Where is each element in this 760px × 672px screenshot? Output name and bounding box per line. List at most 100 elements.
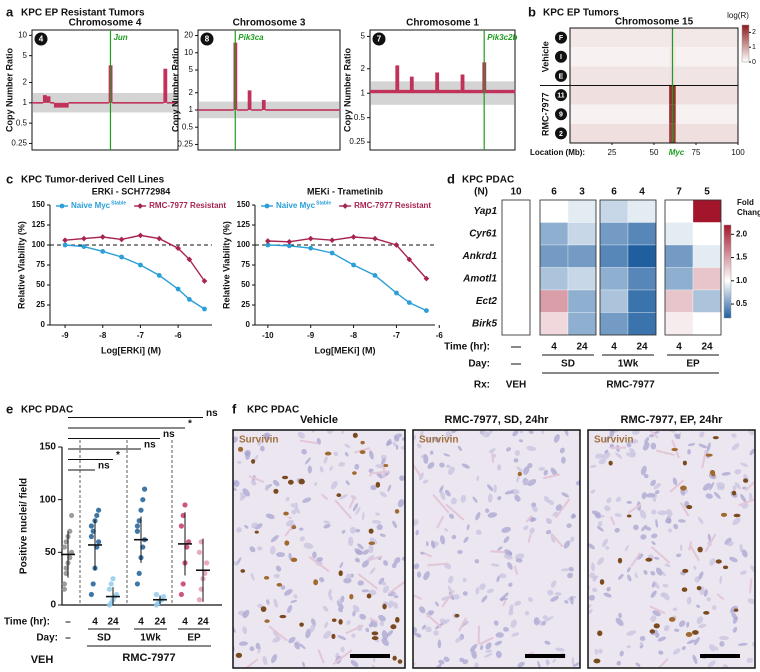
stroma-fiber (341, 430, 345, 435)
nucleus (262, 656, 268, 666)
nucleus (475, 587, 480, 595)
time-value: 24 (107, 617, 119, 628)
legend-label: Naive Myc (71, 201, 111, 210)
nucleus (543, 495, 550, 503)
stroma-fiber (388, 581, 405, 595)
colorbar-label: Fold (737, 198, 754, 207)
nucleus (606, 586, 611, 592)
data-point (186, 539, 192, 545)
stroma-fiber (371, 664, 377, 668)
nucleus (438, 659, 445, 665)
heat-cell (692, 222, 722, 246)
gene-label: Pik3c2b (487, 33, 517, 42)
image-frame (587, 429, 756, 669)
data-point (62, 242, 68, 248)
colorbar (723, 224, 732, 319)
nucleus (351, 633, 356, 638)
nucleus (459, 657, 465, 663)
nucleus (707, 660, 716, 668)
nucleus (475, 511, 481, 521)
legend-label: Naive Myc (276, 201, 316, 210)
time-value: 24 (701, 342, 713, 353)
nucleus (345, 480, 350, 486)
nucleus (619, 650, 624, 657)
nucleus (510, 488, 520, 495)
nucleus (265, 435, 271, 440)
row-badge (555, 89, 567, 102)
nucleus (336, 599, 343, 605)
data-point (178, 591, 184, 598)
data-point (372, 273, 378, 278)
data-point (110, 576, 116, 582)
stroma-fiber (716, 593, 725, 601)
nucleus (588, 609, 593, 614)
data-point (61, 581, 67, 587)
copy-ratio-bin (460, 74, 465, 94)
legend-label: RMC-7977 Resistant (149, 201, 226, 210)
legend-marker (59, 203, 65, 209)
nucleus (429, 450, 434, 455)
copy-ratio-bin (53, 102, 58, 108)
data-point (186, 256, 193, 263)
nucleus (528, 597, 533, 602)
chart-title: Chromosome 1 (406, 18, 479, 29)
heat-cell (599, 199, 629, 223)
copy-ratio-bin (297, 109, 302, 111)
micrograph (413, 430, 580, 668)
nucleus (392, 592, 397, 597)
nucleus (511, 632, 520, 637)
data-point (350, 234, 357, 240)
data-point (61, 544, 67, 550)
nucleus (550, 596, 559, 602)
nucleus (661, 571, 666, 577)
nucleus (474, 559, 480, 564)
nucleus (276, 552, 286, 558)
nucleus (645, 526, 652, 531)
stroma-fiber (369, 617, 378, 623)
data-point (182, 502, 188, 508)
copy-ratio-bin (137, 102, 142, 104)
micrograph (588, 430, 755, 668)
nucleus (629, 447, 636, 456)
time-value: 24 (197, 617, 209, 628)
nucleus (425, 626, 432, 633)
heat-segment (570, 66, 670, 86)
copy-ratio-bin (300, 109, 305, 111)
nucleus (448, 513, 455, 519)
heat-cell (627, 312, 657, 336)
stained-nucleus (517, 471, 522, 477)
nucleus (413, 519, 419, 526)
panel-letter: b (528, 4, 536, 19)
image-frame (232, 429, 406, 669)
nucleus (257, 646, 261, 654)
nucleus (530, 517, 537, 522)
stained-nucleus (324, 451, 332, 456)
nucleus (391, 562, 397, 569)
stained-nucleus (383, 463, 389, 468)
nucleus (646, 493, 656, 498)
nucleus (239, 495, 245, 501)
nucleus (666, 508, 673, 517)
nucleus (514, 450, 521, 456)
nucleus (444, 489, 451, 497)
panel-heading: KPC PDAC (462, 175, 514, 186)
nucleus (596, 526, 604, 532)
data-point (202, 306, 207, 312)
stained-nucleus (645, 557, 653, 562)
stained-nucleus (237, 446, 244, 452)
data-point (198, 539, 204, 545)
panel-letter: d (447, 171, 455, 186)
nucleus (328, 592, 333, 601)
copy-ratio-bin (489, 89, 494, 94)
nucleus (433, 437, 441, 443)
nucleus (455, 636, 463, 643)
copy-ratio-bin (240, 109, 245, 111)
stained-nucleus (235, 652, 243, 658)
nucleus (516, 474, 520, 483)
stained-nucleus (371, 631, 379, 636)
nucleus (739, 543, 743, 553)
data-point (394, 290, 399, 296)
nucleus (597, 520, 603, 527)
nucleus (354, 463, 360, 470)
